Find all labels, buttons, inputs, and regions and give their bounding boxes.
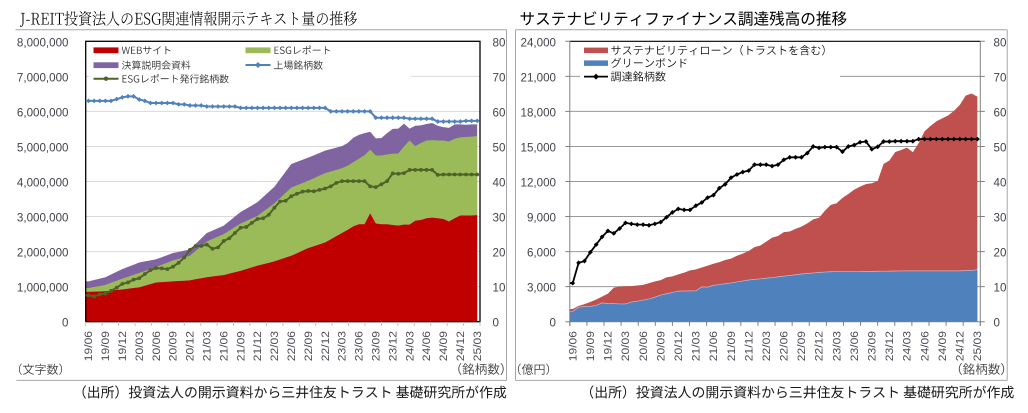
svg-text:23/12: 23/12 — [387, 331, 399, 361]
svg-text:22/09: 22/09 — [303, 331, 315, 361]
svg-text:25/03: 25/03 — [972, 331, 984, 361]
svg-text:25/03: 25/03 — [472, 331, 484, 361]
svg-text:18,000: 18,000 — [521, 106, 556, 119]
svg-text:20/06: 20/06 — [151, 331, 163, 361]
svg-text:0: 0 — [493, 317, 499, 330]
svg-text:20: 20 — [493, 247, 506, 260]
svg-text:21/09: 21/09 — [235, 331, 247, 361]
svg-text:24/12: 24/12 — [455, 331, 467, 361]
svg-text:22/03: 22/03 — [269, 331, 281, 361]
svg-text:50: 50 — [994, 141, 1007, 154]
svg-text:0: 0 — [994, 317, 1000, 330]
svg-text:80: 80 — [994, 36, 1007, 49]
svg-text:20/06: 20/06 — [638, 331, 650, 361]
svg-text:20/03: 20/03 — [620, 331, 632, 361]
svg-text:12,000: 12,000 — [521, 177, 556, 190]
svg-text:0: 0 — [62, 317, 68, 330]
svg-text:21/06: 21/06 — [218, 331, 230, 361]
svg-text:7,000,000: 7,000,000 — [17, 71, 69, 84]
svg-text:5,000,000: 5,000,000 — [17, 141, 69, 154]
svg-text:24/03: 24/03 — [404, 331, 416, 361]
svg-text:19/12: 19/12 — [603, 331, 615, 361]
svg-text:22/09: 22/09 — [796, 331, 808, 361]
svg-text:21/12: 21/12 — [743, 331, 755, 361]
svg-text:23/09: 23/09 — [370, 331, 382, 361]
svg-text:22/12: 22/12 — [814, 331, 826, 361]
svg-text:8,000,000: 8,000,000 — [17, 36, 69, 49]
svg-text:20/12: 20/12 — [185, 331, 197, 361]
svg-text:23/09: 23/09 — [867, 331, 879, 361]
svg-text:23/12: 23/12 — [884, 331, 896, 361]
svg-text:60: 60 — [994, 106, 1007, 119]
svg-text:30: 30 — [994, 212, 1007, 225]
svg-text:80: 80 — [493, 36, 506, 49]
svg-text:22/12: 22/12 — [320, 331, 332, 361]
svg-text:6,000: 6,000 — [527, 247, 556, 260]
svg-text:22/03: 22/03 — [761, 331, 773, 361]
svg-text:40: 40 — [994, 177, 1007, 190]
svg-text:9,000: 9,000 — [527, 212, 556, 225]
svg-text:1,000,000: 1,000,000 — [17, 282, 69, 295]
svg-text:15,000: 15,000 — [521, 141, 556, 154]
svg-text:20/09: 20/09 — [168, 331, 180, 361]
svg-text:2,000,000: 2,000,000 — [17, 247, 69, 260]
svg-text:19/12: 19/12 — [117, 331, 129, 361]
svg-text:3,000,000: 3,000,000 — [17, 212, 69, 225]
svg-text:21,000: 21,000 — [521, 71, 556, 84]
svg-text:21/12: 21/12 — [252, 331, 264, 361]
svg-text:23/03: 23/03 — [337, 331, 349, 361]
svg-text:3,000: 3,000 — [527, 282, 556, 295]
svg-text:19/09: 19/09 — [585, 331, 597, 361]
svg-text:21/03: 21/03 — [202, 331, 214, 361]
svg-text:20/03: 20/03 — [134, 331, 146, 361]
svg-text:6,000,000: 6,000,000 — [17, 106, 69, 119]
svg-text:22/06: 22/06 — [779, 331, 791, 361]
svg-text:4,000,000: 4,000,000 — [17, 177, 69, 190]
svg-text:10: 10 — [994, 282, 1007, 295]
svg-text:24/06: 24/06 — [919, 331, 931, 361]
svg-text:70: 70 — [994, 71, 1007, 84]
svg-text:21/09: 21/09 — [726, 331, 738, 361]
svg-text:24,000: 24,000 — [521, 36, 556, 49]
svg-text:24/06: 24/06 — [421, 331, 433, 361]
svg-text:21/03: 21/03 — [691, 331, 703, 361]
svg-text:21/06: 21/06 — [708, 331, 720, 361]
svg-text:60: 60 — [493, 106, 506, 119]
svg-text:19/06: 19/06 — [83, 331, 95, 361]
svg-text:20/09: 20/09 — [655, 331, 667, 361]
svg-text:22/06: 22/06 — [286, 331, 298, 361]
svg-text:70: 70 — [493, 71, 506, 84]
svg-text:24/09: 24/09 — [937, 331, 949, 361]
svg-text:24/09: 24/09 — [438, 331, 450, 361]
svg-text:10: 10 — [493, 282, 506, 295]
svg-text:24/12: 24/12 — [954, 331, 966, 361]
svg-text:20: 20 — [994, 247, 1007, 260]
svg-text:40: 40 — [493, 177, 506, 190]
svg-text:23/03: 23/03 — [831, 331, 843, 361]
svg-text:20/12: 20/12 — [673, 331, 685, 361]
svg-text:30: 30 — [493, 212, 506, 225]
svg-text:23/06: 23/06 — [849, 331, 861, 361]
svg-text:0: 0 — [550, 317, 556, 330]
svg-text:19/06: 19/06 — [567, 331, 579, 361]
svg-text:23/06: 23/06 — [354, 331, 366, 361]
svg-text:24/03: 24/03 — [902, 331, 914, 361]
svg-text:19/09: 19/09 — [100, 331, 112, 361]
svg-text:50: 50 — [493, 141, 506, 154]
